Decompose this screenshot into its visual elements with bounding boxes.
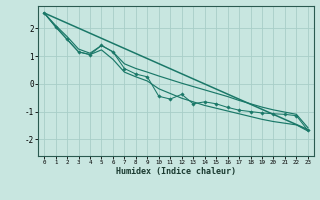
X-axis label: Humidex (Indice chaleur): Humidex (Indice chaleur): [116, 167, 236, 176]
